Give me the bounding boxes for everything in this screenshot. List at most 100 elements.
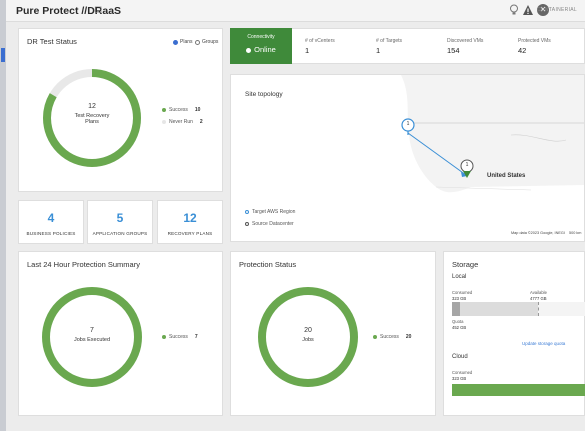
- topology-map[interactable]: [231, 75, 585, 242]
- cloud-consumed-label: Consumed: [452, 370, 473, 375]
- metric-value: 154: [447, 46, 460, 55]
- legend-never-run-swatch: [162, 120, 166, 124]
- local-consumed-label: Consumed: [452, 290, 473, 295]
- stat-label: APPLICATION GROUPS: [92, 231, 148, 236]
- stat-business-policies[interactable]: 4 BUSINESS POLICIES: [18, 200, 84, 244]
- connectivity-value: Online: [230, 45, 292, 54]
- connectivity-status: Online: [254, 45, 276, 54]
- lightbulb-icon[interactable]: [508, 4, 520, 16]
- status-legend-swatch: [373, 335, 377, 339]
- local-available-fill: [538, 302, 585, 316]
- protection-summary-card: Last 24 Hour Protection Summary 7 Jobs E…: [18, 251, 223, 416]
- target-region-pin[interactable]: [401, 118, 415, 135]
- local-quota-value: 452 GB: [452, 325, 467, 330]
- summary-legend-value: 7: [194, 334, 198, 340]
- metric-value: 42: [518, 46, 527, 55]
- radio-plans-dot[interactable]: [173, 39, 178, 45]
- dr-test-title: DR Test Status: [27, 37, 77, 46]
- local-quota: Quota 452 GB: [452, 319, 466, 330]
- legend-success-value: 10: [194, 107, 201, 113]
- summary-center-label: Jobs Executed: [73, 337, 111, 343]
- storage-local-heading: Local: [452, 274, 467, 280]
- brand-logo: CONTAINERIAL: [536, 7, 577, 13]
- connectivity-tile: Connectivity Online: [230, 28, 292, 64]
- protection-status-donut: [258, 287, 358, 387]
- update-storage-quota-link[interactable]: Update storage quota: [522, 341, 566, 346]
- local-storage-bar: [452, 302, 585, 316]
- close-icon[interactable]: ✕: [537, 4, 549, 16]
- stat-value: 12: [183, 211, 197, 225]
- bookmark-icon[interactable]: ☐: [94, 5, 103, 15]
- source-pin-icon: [245, 222, 249, 226]
- stat-application-groups[interactable]: 5 APPLICATION GROUPS: [87, 200, 153, 244]
- storage-cloud-heading: Cloud: [452, 354, 468, 360]
- stat-label: RECOVERY PLANS: [167, 231, 213, 236]
- legend-success-swatch: [162, 108, 166, 112]
- summary-center-value: 7: [90, 327, 94, 334]
- status-legend-success: Success 20: [373, 334, 411, 340]
- map-scale: 500 km: [569, 231, 582, 235]
- source-datacenter-pin[interactable]: [460, 159, 474, 178]
- metric-label: # of vCenters: [305, 38, 335, 44]
- stat-recovery-plans[interactable]: 12 RECOVERY PLANS: [157, 200, 223, 244]
- summary-donut-center: 7 Jobs Executed: [39, 327, 145, 343]
- protection-status-title: Protection Status: [239, 260, 297, 269]
- local-available: Available 4777 GB: [530, 290, 547, 301]
- alert-icon[interactable]: [522, 4, 534, 16]
- stat-label: BUSINESS POLICIES: [26, 231, 76, 236]
- map-lakes: [510, 134, 567, 142]
- protection-status-card: Protection Status 20 Jobs Success 20: [230, 251, 436, 416]
- legend-never-run-value: 2: [199, 119, 203, 125]
- legend-never-run-label: Never Run: [169, 119, 193, 125]
- storage-card: Storage Local Consumed 323 GB Available …: [443, 251, 585, 416]
- status-legend-label: Success: [380, 334, 399, 340]
- map-attribution: Map data ©2023 Google, INEGI: [511, 231, 565, 235]
- cloud-storage-bar: [452, 384, 585, 396]
- connectivity-label: Connectivity: [247, 34, 275, 40]
- radio-plans[interactable]: Plans: [173, 39, 193, 45]
- status-center-label: Jobs: [302, 337, 314, 343]
- online-status-icon: [246, 47, 252, 53]
- radio-groups-dot[interactable]: [195, 39, 200, 45]
- metric-label: Protected VMs: [518, 38, 551, 44]
- legend-source-label: Source Datacenter: [252, 221, 294, 227]
- stat-value: 4: [47, 211, 55, 225]
- dr-test-donut: [43, 69, 141, 167]
- legend-never-run: Never Run 2: [162, 119, 203, 125]
- site-topology-card: Site topology 1 1 United States Target A…: [230, 74, 585, 242]
- site-topology-title: Site topology: [245, 91, 283, 98]
- target-pin-icon: [245, 210, 249, 214]
- cloud-consumed: Consumed 323 GB: [452, 370, 472, 381]
- replication-link: [407, 132, 467, 176]
- link-arrow: [461, 172, 467, 177]
- target-pin-count: 1: [406, 121, 410, 127]
- app-title: Pure Protect //DRaaS: [16, 5, 122, 17]
- radio-groups-label: Groups: [202, 39, 219, 45]
- dr-center-value: 12: [88, 103, 96, 110]
- metric-value: 1: [305, 46, 310, 55]
- dr-center-label-1: Test Recovery: [74, 113, 110, 119]
- local-consumed: Consumed 323 GB: [452, 290, 472, 301]
- radio-groups[interactable]: Groups: [195, 39, 218, 45]
- local-available-value: 4777 GB: [530, 296, 547, 301]
- donut-success-arc: [43, 69, 141, 167]
- legend-source-datacenter: Source Datacenter: [245, 221, 294, 227]
- legend-success-label: Success: [169, 107, 188, 113]
- local-quota-label: Quota: [452, 319, 464, 324]
- donut-success-ring: [258, 287, 358, 387]
- local-consumed-value: 323 GB: [452, 296, 467, 301]
- stat-value: 5: [116, 211, 124, 225]
- sidebar-active-indicator[interactable]: [1, 48, 5, 62]
- left-sidebar-strip: [0, 0, 6, 431]
- storage-title: Storage: [452, 260, 479, 269]
- dr-test-status-card: DR Test Status Plans Groups 12 Test Reco…: [18, 28, 223, 192]
- legend-success: Success 10: [162, 107, 200, 113]
- legend-target-label: Target AWS Region: [252, 209, 296, 215]
- donut-success-ring: [42, 287, 142, 387]
- local-consumed-fill: [452, 302, 460, 316]
- map-border-mexico: [435, 186, 532, 191]
- radio-plans-label: Plans: [180, 39, 193, 45]
- metric-label: # of Targets: [376, 38, 403, 44]
- legend-target-region: Target AWS Region: [245, 209, 295, 215]
- metric-label: Discovered VMs: [447, 38, 484, 44]
